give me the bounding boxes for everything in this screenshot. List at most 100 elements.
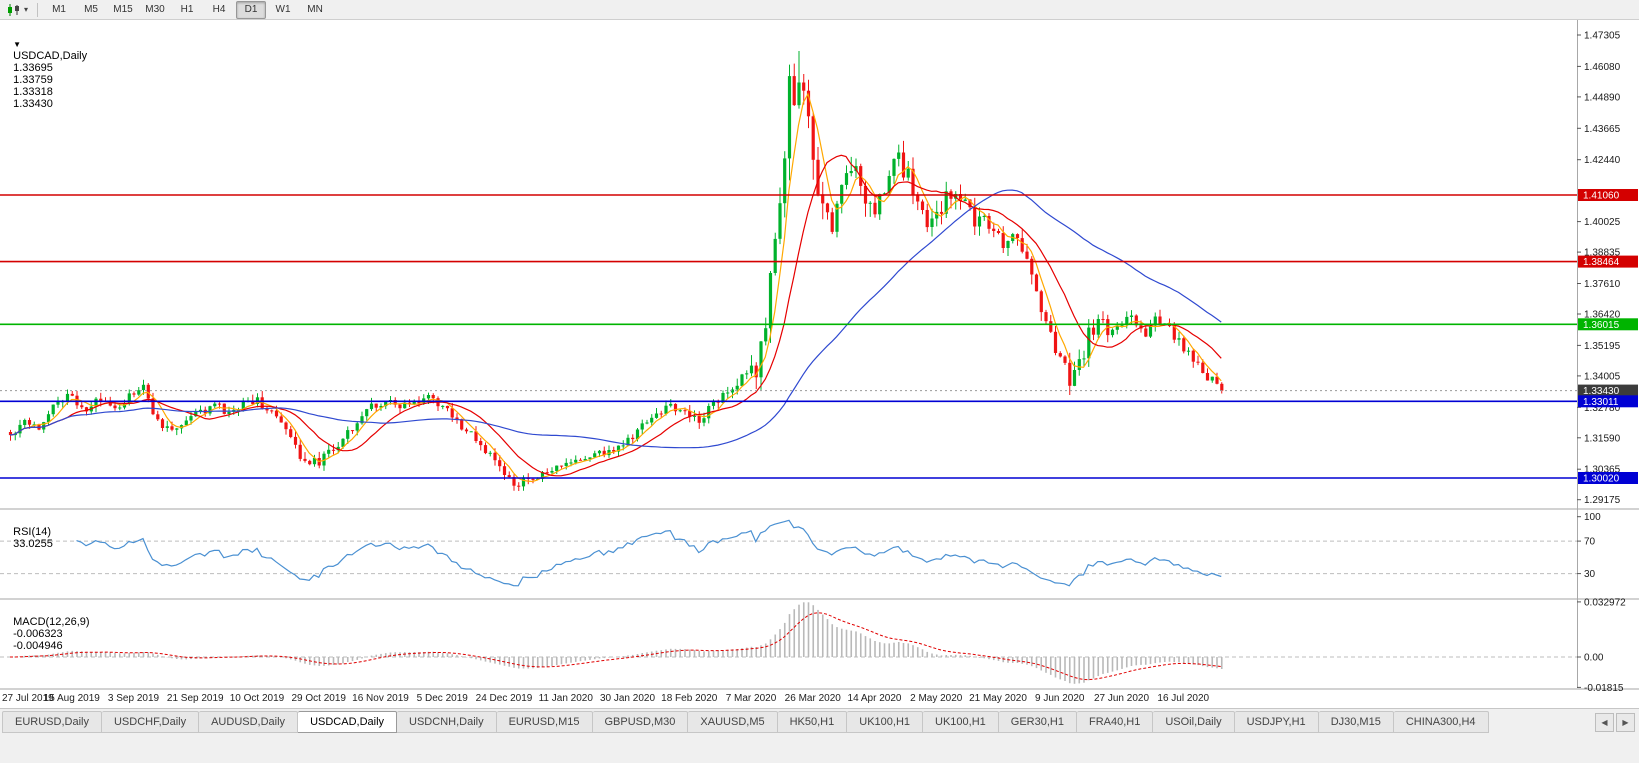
svg-text:26 Mar 2020: 26 Mar 2020	[785, 693, 842, 704]
tab-gbpusd-m30[interactable]: GBPUSD,M30	[592, 711, 689, 733]
tab-usdcad-daily[interactable]: USDCAD,Daily	[298, 711, 398, 733]
timeframe-w1-button[interactable]: W1	[275, 3, 291, 15]
svg-text:1.37610: 1.37610	[1584, 279, 1621, 290]
ohlc-close: 1.33430	[13, 98, 53, 110]
chart-tab-bar: EURUSD,Daily USDCHF,Daily AUDUSD,Daily USDC…	[0, 708, 1639, 763]
svg-text:11 Jan 2020: 11 Jan 2020	[539, 693, 594, 704]
tab-usdchf-daily[interactable]: USDCHF,Daily	[101, 711, 200, 733]
svg-text:1.41060: 1.41060	[1583, 191, 1620, 202]
tab-china300-h4[interactable]: CHINA300,H4	[1393, 711, 1489, 733]
chart-tabs: EURUSD,Daily USDCHF,Daily AUDUSD,Daily USDC…	[0, 709, 1639, 733]
timeframe-mn-button[interactable]: MN	[307, 3, 323, 15]
timeframe-m1-button[interactable]: M1	[52, 3, 66, 15]
svg-text:1.33011: 1.33011	[1583, 397, 1619, 408]
svg-text:1.30020: 1.30020	[1583, 474, 1620, 485]
svg-text:1.30365: 1.30365	[1584, 465, 1621, 476]
top-toolbar: ▾ M1 M5 M15 M30 H1 H4 D1 W1 MN	[0, 0, 1639, 20]
svg-text:0.00: 0.00	[1584, 653, 1604, 664]
svg-text:1.44890: 1.44890	[1584, 92, 1621, 103]
timeframe-m5-button[interactable]: M5	[84, 3, 98, 15]
tab-uk100-h1[interactable]: UK100,H1	[847, 711, 924, 733]
svg-text:24 Dec 2019: 24 Dec 2019	[476, 693, 533, 704]
tabs-scroll-left-button[interactable]: ◀	[1595, 713, 1614, 732]
chart-title: ▼ USDCAD,Daily 1.33695 1.33759 1.33318 1…	[7, 26, 87, 110]
svg-text:10 Oct 2019: 10 Oct 2019	[230, 693, 285, 704]
macd-indicator-label: MACD(12,26,9) -0.006323 -0.004946	[7, 604, 89, 652]
tabs-scroll-right-button[interactable]: ▶	[1616, 713, 1635, 732]
tab-usoil-daily[interactable]: USOil,Daily	[1153, 711, 1235, 733]
rsi-current-value: 33.0255	[13, 538, 53, 550]
svg-text:1.38835: 1.38835	[1584, 248, 1621, 259]
svg-text:18 Feb 2020: 18 Feb 2020	[661, 693, 718, 704]
rsi-indicator-label: RSI(14) 33.0255	[7, 514, 53, 550]
horizontal-lines[interactable]	[0, 194, 1577, 479]
svg-text:1.31590: 1.31590	[1584, 433, 1621, 444]
moving-averages	[9, 92, 1222, 483]
toolbar-separator	[37, 2, 39, 17]
tab-ger30-h1[interactable]: GER30,H1	[998, 711, 1077, 733]
tab-eurusd-daily[interactable]: EURUSD,Daily	[2, 711, 102, 733]
svg-text:1.32780: 1.32780	[1584, 403, 1621, 414]
svg-text:7 Mar 2020: 7 Mar 2020	[726, 693, 777, 704]
svg-text:29 Oct 2019: 29 Oct 2019	[292, 693, 347, 704]
timeframe-h1-button[interactable]: H1	[180, 3, 194, 15]
svg-text:27 Jul 2019: 27 Jul 2019	[2, 693, 54, 704]
price-axis[interactable]: 1.47305 1.46080 1.44890 1.43665 1.42440 1.400…	[1577, 31, 1638, 694]
svg-text:16 Nov 2019: 16 Nov 2019	[352, 693, 409, 704]
svg-text:15 Aug 2019: 15 Aug 2019	[44, 693, 101, 704]
tab-xauusd-m5[interactable]: XAUUSD,M5	[688, 711, 778, 733]
ohlc-open: 1.33695	[13, 62, 53, 74]
macd-main-value: -0.006323	[13, 628, 63, 640]
svg-text:100: 100	[1584, 512, 1601, 523]
svg-text:0.032972: 0.032972	[1584, 597, 1626, 608]
svg-text:5 Dec 2019: 5 Dec 2019	[417, 693, 469, 704]
svg-text:70: 70	[1584, 537, 1596, 548]
rsi-pane	[0, 519, 1577, 587]
tab-usdcnh-daily[interactable]: USDCNH,Daily	[397, 711, 497, 733]
chart-canvas[interactable]: 1.47305 1.46080 1.44890 1.43665 1.42440 1.400…	[0, 0, 1639, 708]
svg-text:21 Sep 2019: 21 Sep 2019	[167, 693, 224, 704]
svg-text:2 May 2020: 2 May 2020	[910, 693, 963, 704]
tab-uk100-h1[interactable]: UK100,H1	[923, 711, 999, 733]
timeframe-m30-button[interactable]: M30	[145, 3, 165, 15]
tab-scroll-controls: ◀ ▶	[1593, 713, 1635, 732]
svg-text:3 Sep 2019: 3 Sep 2019	[108, 693, 160, 704]
svg-text:1.46080: 1.46080	[1584, 62, 1621, 73]
ohlc-low: 1.33318	[13, 86, 53, 98]
tab-usdjpy-h1[interactable]: USDJPY,H1	[1234, 711, 1319, 733]
tab-fra40-h1[interactable]: FRA40,H1	[1076, 711, 1154, 733]
svg-text:1.38464: 1.38464	[1583, 257, 1620, 268]
macd-pane	[0, 602, 1577, 684]
dropdown-caret-icon: ▾	[24, 5, 29, 14]
chart-expand-icon[interactable]: ▼	[13, 40, 22, 49]
tab-audusd-daily[interactable]: AUDUSD,Daily	[199, 711, 299, 733]
timeframe-button-group: M1 M5 M15 M30 H1 H4 D1 W1 MN	[43, 0, 331, 19]
macd-signal-value: -0.004946	[13, 640, 63, 652]
svg-text:9 Jun 2020: 9 Jun 2020	[1035, 693, 1085, 704]
tab-eurusd-m15[interactable]: EURUSD,M15	[496, 711, 593, 733]
svg-text:21 May 2020: 21 May 2020	[969, 693, 1027, 704]
svg-text:27 Jun 2020: 27 Jun 2020	[1094, 693, 1149, 704]
tab-dj30-m15[interactable]: DJ30,M15	[1318, 711, 1394, 733]
candlesticks	[8, 51, 1224, 491]
svg-text:1.34005: 1.34005	[1584, 371, 1621, 382]
svg-text:1.36420: 1.36420	[1584, 310, 1621, 321]
svg-text:30 Jan 2020: 30 Jan 2020	[600, 693, 655, 704]
ohlc-high: 1.33759	[13, 74, 53, 86]
timeframe-d1-button[interactable]: D1	[236, 0, 267, 19]
svg-text:1.33430: 1.33430	[1583, 386, 1620, 397]
chart-type-dropdown[interactable]: ▾	[0, 3, 32, 17]
timeframe-m15-button[interactable]: M15	[113, 3, 133, 15]
timeframe-h4-button[interactable]: H4	[212, 3, 226, 15]
svg-text:16 Jul 2020: 16 Jul 2020	[1157, 693, 1209, 704]
svg-text:1.42440: 1.42440	[1584, 155, 1621, 166]
candlestick-chart-icon	[8, 3, 19, 16]
tab-hk50-h1[interactable]: HK50,H1	[777, 711, 848, 733]
svg-text:1.35195: 1.35195	[1584, 341, 1621, 352]
svg-text:1.36015: 1.36015	[1583, 320, 1620, 331]
svg-text:1.40025: 1.40025	[1584, 217, 1621, 228]
svg-text:-0.01815: -0.01815	[1584, 683, 1624, 694]
svg-text:14 Apr 2020: 14 Apr 2020	[848, 693, 902, 704]
svg-text:1.47305: 1.47305	[1584, 31, 1621, 42]
